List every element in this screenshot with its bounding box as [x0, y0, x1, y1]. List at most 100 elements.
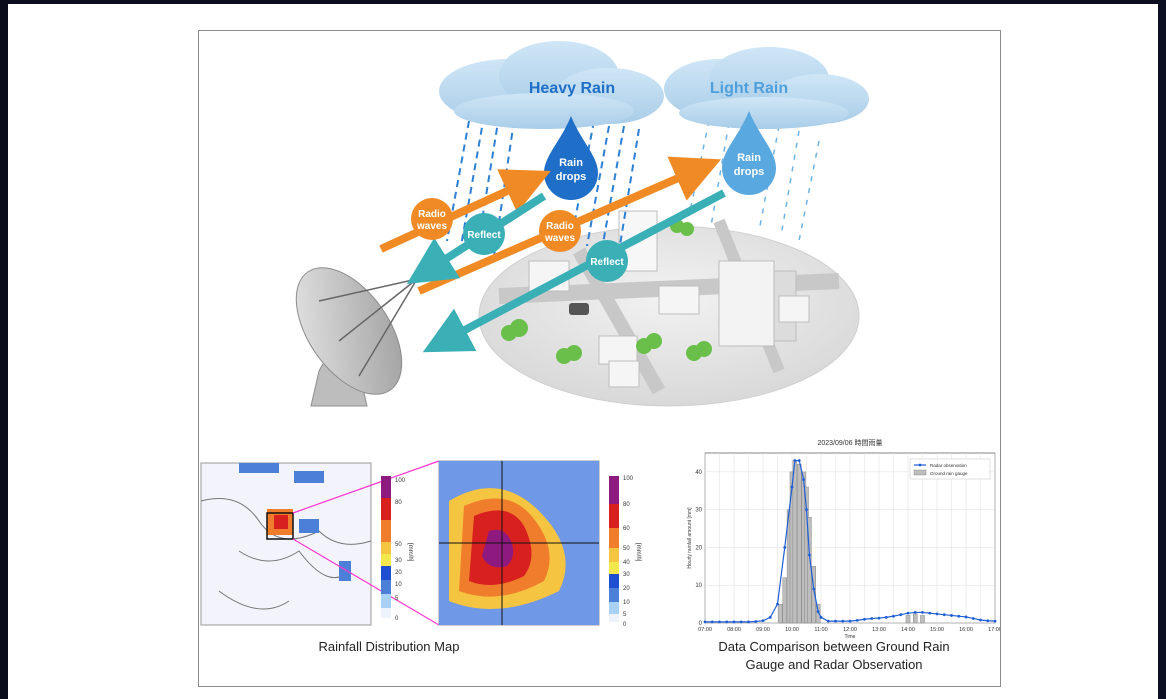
colorbar-right-tick: 50: [623, 546, 630, 552]
chart-point-radar: [942, 613, 946, 617]
chart-point-radar: [971, 617, 975, 620]
colorbar-left-tick: 80: [395, 500, 402, 506]
chart-point-radar: [783, 546, 787, 549]
chart-point-radar: [957, 614, 961, 618]
chart-x-tick-label: 11:00: [814, 627, 827, 633]
chart-x-tick-label: 10:00: [785, 627, 799, 633]
chart-point-radar: [710, 620, 714, 624]
chart-y-tick-label: 30: [695, 508, 702, 514]
chart-y-tick-label: 10: [695, 583, 702, 589]
radio-badge-1-line2: waves: [416, 221, 447, 232]
buildings: [528, 210, 810, 388]
colorbar-left-tick: 20: [395, 570, 402, 576]
page-edge: [0, 0, 8, 699]
chart-point-radar: [802, 478, 805, 481]
chart-y-tick-label: 40: [695, 470, 702, 476]
heavy-rain-label: Heavy Rain: [529, 80, 615, 97]
legend-gauge-label: Ground rain gauge: [930, 471, 968, 476]
chart-point-radar: [993, 619, 997, 623]
chart-point-radar: [747, 620, 750, 624]
colorbar-left-tick: 100: [395, 478, 406, 484]
chart-bar: [778, 603, 783, 624]
chart-bar: [815, 603, 821, 624]
colorbar-right: [609, 476, 619, 622]
chart-point-radar: [826, 619, 830, 623]
colorbar-right-tick: 80: [623, 502, 630, 508]
chart-point-radar: [812, 587, 816, 591]
chart-x-tick-label: 07:00: [698, 627, 712, 633]
page: Heavy Rain Light Rain Rain drops Rain dr…: [8, 0, 1158, 699]
chart-point-radar: [899, 613, 903, 617]
chart-point-radar: [935, 612, 939, 616]
chart-caption: Data Comparison between Ground Rain Gaug…: [669, 638, 999, 674]
chart-x-tick-label: 16:00: [959, 627, 973, 633]
chart-point-radar: [819, 615, 823, 619]
trees: [501, 219, 712, 364]
raindrop-label-line1: Rain: [559, 157, 583, 169]
chart-point-radar: [921, 611, 924, 614]
radio-waves-badge-2: Radio waves: [539, 210, 581, 252]
colorbar-left: [381, 476, 391, 618]
reflect-badge-2-label: Reflect: [590, 257, 624, 268]
colorbar-left-unit: [mm/h]: [407, 543, 413, 562]
light-rain-label: Light Rain: [710, 80, 788, 97]
chart-x-tick-label: 09:00: [756, 627, 770, 633]
colorbar-left-tick: 10: [395, 582, 402, 588]
chart-title: 2023/09/06 時間雨量: [818, 439, 883, 447]
colorbar-left-tick: 30: [395, 558, 402, 564]
reflect-badge-1: Reflect: [463, 213, 505, 255]
light-raindrop: Rain drops: [722, 111, 776, 195]
radio-badge-1-line1: Radio: [418, 209, 446, 220]
chart-x-tick-label: 08:00: [727, 627, 741, 633]
figure-panel: Heavy Rain Light Rain Rain drops Rain dr…: [198, 30, 1001, 687]
raindrop-light-label-line2: drops: [734, 166, 765, 178]
colorbar-right-tick: 0: [623, 622, 627, 628]
chart-point-radar: [870, 617, 874, 620]
chart-x-tick-label: 12:00: [843, 627, 857, 633]
chart-point-radar: [863, 617, 866, 621]
chart-point-radar: [979, 618, 982, 622]
chart-y-tick-label: 20: [695, 545, 702, 551]
reflect-badge-1-label: Reflect: [467, 230, 501, 241]
chart-x-tick-label: 13:00: [872, 627, 886, 633]
chart-point-radar: [884, 615, 888, 619]
legend-radar-label: Radar observation: [930, 463, 967, 468]
chart-point-radar: [761, 619, 765, 623]
chart-point-radar: [986, 619, 990, 623]
colorbar-right-unit: [mm/h]: [635, 543, 641, 562]
raindrop-label-line2: drops: [556, 171, 587, 183]
chart-point-radar: [950, 614, 953, 617]
zoom-connector-lines: [292, 460, 440, 626]
colorbar-right-tick: 20: [623, 586, 630, 592]
chart-point-radar: [928, 611, 932, 615]
chart-point-radar: [754, 620, 758, 623]
chart-point-radar: [703, 620, 707, 624]
chart-bar: [797, 464, 802, 624]
chart-point-radar: [841, 619, 845, 623]
colorbar-left-tick: 5: [395, 596, 399, 602]
colorbar-right-tick: 100: [623, 476, 634, 482]
chart-x-tick-label: 17:00: [988, 627, 1001, 633]
chart-y-tick-label: 0: [699, 621, 703, 627]
chart-point-radar: [892, 614, 895, 618]
chart-point-radar: [768, 615, 772, 619]
radio-waves-badge-1: Radio waves: [411, 198, 453, 240]
raindrop-light-label-line1: Rain: [737, 152, 761, 164]
chart-point-radar: [739, 620, 743, 624]
chart-point-radar: [732, 620, 736, 624]
chart-bar: [792, 460, 798, 624]
chart-point-radar: [718, 620, 721, 624]
chart-point-radar: [834, 619, 837, 623]
chart-x-label: Time: [845, 634, 856, 640]
chart-point-radar: [877, 616, 881, 620]
heavy-raindrop: Rain drops: [544, 116, 598, 200]
colorbar-right-tick: 40: [623, 560, 630, 566]
chart-x-tick-label: 15:00: [930, 627, 944, 633]
chart-caption-line1: Data Comparison between Ground Rain: [718, 639, 950, 654]
comparison-chart: 0 10 20 30 40 07:00 08:00 09:00 10:00 11:00 12:00 1…: [687, 439, 1001, 640]
chart-point-radar: [913, 611, 917, 614]
chart-y-label: Hourly rainfall amount [mm]: [687, 507, 693, 569]
radar-dish: [295, 267, 420, 407]
radio-badge-2-line2: waves: [544, 233, 575, 244]
